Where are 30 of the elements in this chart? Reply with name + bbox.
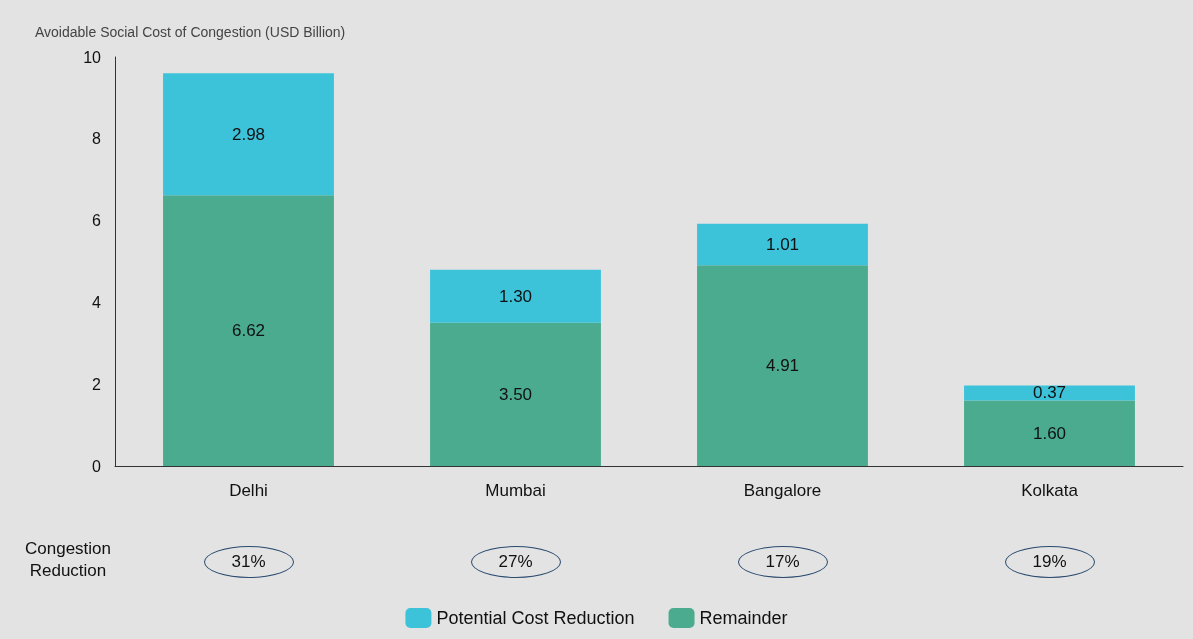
bar (163, 73, 334, 196)
y-tick-label: 2 (92, 375, 102, 393)
x-tick-label: Mumbai (485, 481, 546, 500)
y-tick-label: 4 (92, 293, 102, 311)
bar (964, 400, 1135, 466)
y-tick-label: 0 (92, 457, 102, 475)
data-label: 4.91 (765, 356, 800, 376)
text: Congestion Reduction (24, 538, 112, 582)
bar (964, 385, 1135, 401)
x-tick-label: Bangalore (743, 481, 822, 500)
y-axis-title: Avoidable Social Cost of Congestion (USD Billion) (35, 24, 346, 40)
data-label: 3.50 (498, 384, 533, 404)
data-label: 0.37 (1032, 383, 1067, 403)
y-tick-label: 8 (92, 130, 102, 148)
x-tick-label: Delhi (229, 481, 268, 500)
y-tick-label: 10 (83, 48, 102, 66)
data-label: 6.62 (231, 321, 266, 341)
data-label: 1.60 (1032, 423, 1067, 443)
x-tick-label: Kolkata (1021, 481, 1079, 500)
data-label: 1.30 (498, 286, 533, 306)
bar (697, 265, 868, 466)
bar (163, 195, 334, 466)
data-label: 1.01 (765, 235, 800, 255)
bar (697, 223, 868, 266)
data-label: 2.98 (231, 124, 266, 144)
bar (430, 322, 601, 466)
y-tick-label: 6 (92, 212, 102, 230)
bar (430, 269, 601, 323)
legend-label: Remainder (699, 608, 788, 628)
legend-label: Potential Cost Reduction (436, 608, 635, 628)
